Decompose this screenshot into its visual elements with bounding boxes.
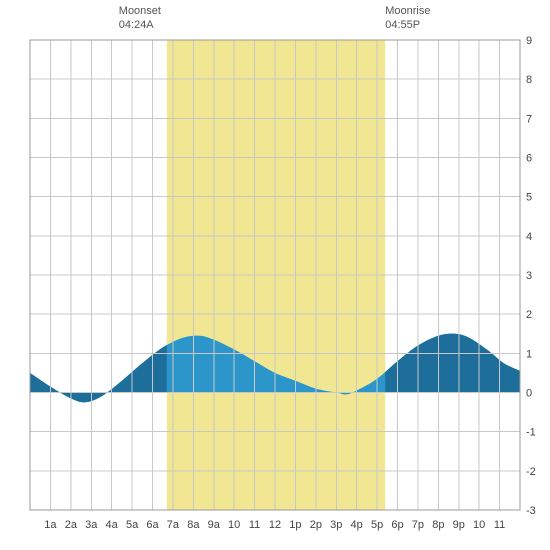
svg-text:1: 1	[526, 348, 532, 360]
svg-text:2a: 2a	[65, 519, 78, 531]
svg-text:10: 10	[473, 519, 485, 531]
moonrise-annotation: Moonrise 04:55P	[385, 4, 430, 33]
svg-text:6: 6	[526, 153, 532, 165]
svg-text:11: 11	[249, 519, 260, 531]
svg-text:6a: 6a	[146, 519, 159, 531]
svg-text:-2: -2	[526, 466, 536, 478]
svg-text:9: 9	[526, 35, 532, 47]
svg-text:5p: 5p	[371, 519, 383, 531]
svg-text:4a: 4a	[106, 519, 119, 531]
svg-text:8a: 8a	[187, 519, 200, 531]
moonset-time: 04:24A	[119, 18, 161, 32]
svg-text:4p: 4p	[351, 519, 363, 531]
svg-text:12: 12	[269, 519, 281, 531]
svg-text:7p: 7p	[412, 519, 424, 531]
svg-text:3: 3	[526, 270, 532, 282]
moonset-annotation: Moonset 04:24A	[119, 4, 161, 33]
svg-text:-3: -3	[526, 505, 536, 517]
svg-text:3p: 3p	[330, 519, 342, 531]
svg-text:2p: 2p	[310, 519, 322, 531]
svg-text:6p: 6p	[391, 519, 403, 531]
moonrise-time: 04:55P	[385, 18, 430, 32]
chart-svg: -3-2-101234567891a2a3a4a5a6a7a8a9a101112…	[0, 0, 550, 550]
svg-text:2: 2	[526, 309, 532, 321]
svg-text:7a: 7a	[167, 519, 180, 531]
svg-text:-1: -1	[526, 427, 536, 439]
svg-text:11: 11	[494, 519, 505, 531]
svg-text:8: 8	[526, 74, 532, 86]
svg-text:1a: 1a	[44, 519, 57, 531]
svg-text:9a: 9a	[208, 519, 221, 531]
svg-text:0: 0	[526, 388, 532, 400]
svg-text:10: 10	[228, 519, 240, 531]
svg-text:5: 5	[526, 192, 532, 204]
svg-text:8p: 8p	[432, 519, 444, 531]
svg-text:7: 7	[526, 113, 532, 125]
moonrise-label: Moonrise	[385, 4, 430, 18]
svg-text:4: 4	[526, 231, 532, 243]
moonset-label: Moonset	[119, 4, 161, 18]
svg-text:1p: 1p	[289, 519, 301, 531]
svg-text:5a: 5a	[126, 519, 139, 531]
tide-chart: Moonset 04:24A Moonrise 04:55P -3-2-1012…	[0, 0, 550, 550]
svg-text:3a: 3a	[85, 519, 98, 531]
svg-text:9p: 9p	[453, 519, 465, 531]
